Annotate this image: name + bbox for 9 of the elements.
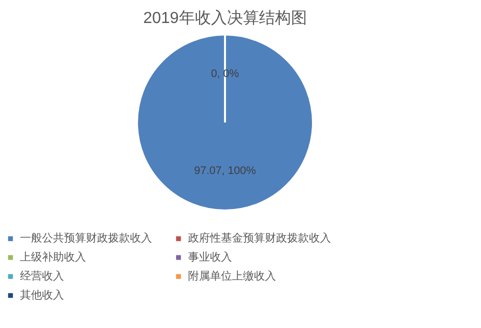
legend-label: 其他收入 [20,288,64,302]
legend-label: 政府性基金预算财政拨款收入 [188,232,331,245]
legend-label: 上级补助收入 [20,250,86,264]
legend-label: 经营收入 [20,270,64,282]
legend-label: 事业收入 [188,250,232,264]
chart-title: 2019年收入决算结构图 [143,9,307,27]
legend-label: 一般公共预算财政拨款收入 [20,232,152,245]
legend-label: 附属单位上缴收入 [188,270,276,282]
data-label: 97.07, 100% [194,164,256,177]
